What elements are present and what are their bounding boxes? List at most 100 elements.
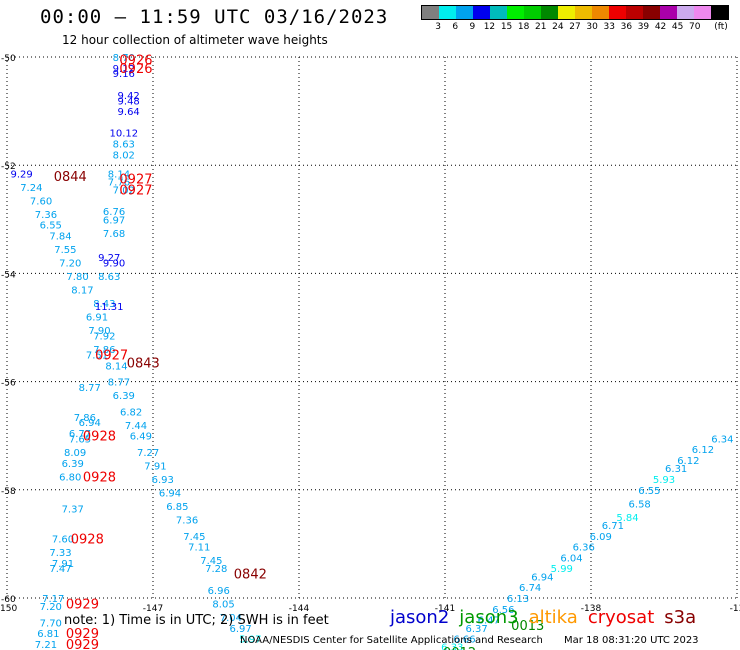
color-scale-tick-label: 9 [469, 22, 476, 32]
wave-height-label: 9.64 [118, 107, 140, 118]
pass-time-label: 0929 [66, 627, 99, 642]
wave-height-label: 7.86 [93, 345, 115, 356]
y-tick-label: -58 [1, 487, 16, 497]
x-tick-label: -147 [143, 604, 163, 614]
wave-height-label: 6.36 [573, 543, 595, 554]
pass-time-label: 0929 [66, 638, 99, 650]
color-scale-tick-label: 33 [603, 22, 615, 32]
wave-height-label: 6.09 [590, 532, 612, 543]
axes: -50 -52 -54 -56 -58 -60-150 -147 -144 -141 -138 -1… [0, 54, 740, 614]
x-tick-label: -144 [289, 604, 310, 614]
wave-height-label: 7.92 [93, 332, 115, 343]
wave-height-label: 8.02 [113, 150, 135, 161]
wave-height-label: 8.70 [113, 53, 135, 64]
color-scale-tick-label: 70 [689, 22, 701, 32]
pass-time-label: 0013 [511, 619, 544, 634]
wave-height-label: 7.86 [74, 413, 96, 424]
wave-height-label: 7.36 [176, 516, 198, 527]
satellite-cryosat: cryosat [587, 607, 655, 628]
pass-time-label: 0928 [83, 470, 116, 485]
pass-time-label: 0928 [83, 430, 116, 445]
wave-height-label: 6.13 [507, 594, 529, 605]
wave-height-label: 7.51 [86, 351, 108, 362]
wave-height-label: 6.94 [159, 489, 181, 500]
wave-height-label: 6.94 [531, 572, 553, 583]
wave-height-label: 6.91 [86, 313, 108, 324]
wave-height-label: 6.96 [208, 586, 230, 597]
color-swatch [609, 6, 626, 19]
x-tick-label: -138 [581, 604, 602, 614]
color-swatch [473, 6, 490, 19]
wave-height-label: 8.14 [105, 361, 127, 372]
wave-height-label: 6.71 [602, 521, 624, 532]
wave-height-label: 8.17 [71, 286, 93, 297]
wave-height-label: 6.82 [120, 407, 142, 418]
wave-height-label: 10.12 [109, 129, 138, 140]
color-scale-tick-label: 30 [586, 22, 598, 32]
pass-time-label: 0844 [54, 170, 87, 185]
wave-height-label: 7.91 [52, 559, 74, 570]
wave-height-label: 7.17 [42, 594, 64, 605]
pass-time-label: 0928 [71, 532, 104, 547]
wave-height-label: 7.90 [88, 326, 110, 337]
wave-height-label: 6.37 [466, 624, 488, 635]
wave-height-label: 8.63 [98, 272, 120, 283]
color-scale-tick-label: 3 [435, 22, 441, 32]
color-scale-tick-label: 27 [569, 22, 581, 32]
credit-line: NOAA/NESDIS Center for Satellite Applica… [240, 635, 717, 646]
wave-height-label: 6.04 [560, 553, 582, 564]
wave-height-label: 8.77 [108, 378, 130, 389]
color-scale-unit: (ft) [714, 22, 728, 32]
pass-time-label: 0927 [119, 173, 152, 188]
wave-height-label: 6.97 [229, 624, 251, 635]
wave-height-label: 6.55 [40, 221, 62, 232]
color-swatch [507, 6, 524, 19]
wave-height-label: 6.56 [492, 605, 514, 616]
color-swatch [524, 6, 541, 19]
color-swatch [677, 6, 694, 19]
color-scale-tick-label: 42 [654, 22, 667, 32]
wave-height-label: 7.45 [183, 532, 205, 543]
credit-org: NOAA/NESDIS Center for Satellite Applica… [240, 635, 543, 646]
wave-height-label: 6.93 [152, 475, 174, 486]
wave-height-label: 6.66 [453, 635, 475, 646]
color-scale-tick-label: 21 [535, 22, 547, 32]
wave-height-label: 7.60 [52, 534, 74, 545]
y-tick-label: -56 [1, 379, 16, 389]
color-scale-tick-label: 36 [620, 22, 633, 32]
wave-height-label: 7.47 [49, 564, 71, 575]
wave-height-label: 6.31 [665, 464, 687, 475]
wave-height-label: 7.65 [69, 434, 91, 445]
color-scale-tick-label: 45 [671, 22, 684, 32]
wave-height-label: 6.39 [62, 459, 84, 470]
pass-time-label: 0012 [443, 646, 476, 650]
wave-height-label: 7.28 [205, 564, 227, 575]
wave-height-label: 6.12 [692, 445, 714, 456]
wave-height-label: 7.91 [144, 461, 166, 472]
wave-height-label: 5.97 [239, 635, 261, 646]
x-tick-label: -150 [0, 604, 17, 614]
credit-timestamp: Mar 18 08:31:20 UTC 2023 [564, 635, 699, 646]
wave-height-label: 7.55 [54, 245, 76, 256]
wave-height-label: 6.80 [59, 472, 81, 483]
wave-height-label: 7.44 [125, 421, 147, 432]
color-scale-labels: 3 6 9 12 15 18 21 24 27 30 33 36 39 42 45 70 (ft) [421, 20, 729, 32]
footnote: note: 1) Time is in UTC; 2) SWH is in fe… [64, 613, 329, 628]
wave-height-label: 8.14 [108, 169, 130, 180]
wave-height-label: 7.36 [35, 210, 57, 221]
wave-height-label: 9.12 [113, 64, 135, 75]
wave-height-label: 7.20 [59, 259, 81, 270]
wave-height-label: 7.20 [40, 602, 62, 613]
color-scale-tick-label: 6 [452, 22, 459, 32]
wave-height-label: 11.31 [95, 302, 124, 313]
wave-height-label: 9.90 [103, 259, 125, 270]
color-scale-tick-label: 39 [637, 22, 650, 32]
satellite-jason2: jason2 [390, 607, 450, 628]
color-scale-tick-label: 15 [500, 22, 513, 32]
x-tick-label: -141 [435, 604, 455, 614]
chart-title: 00:00 – 11:59 UTC 03/16/2023 [40, 6, 389, 28]
wave-height-label: 7.11 [188, 543, 210, 554]
wave-height-label: 6.49 [130, 432, 152, 443]
color-swatch [592, 6, 609, 19]
y-tick-label: -50 [1, 54, 16, 64]
